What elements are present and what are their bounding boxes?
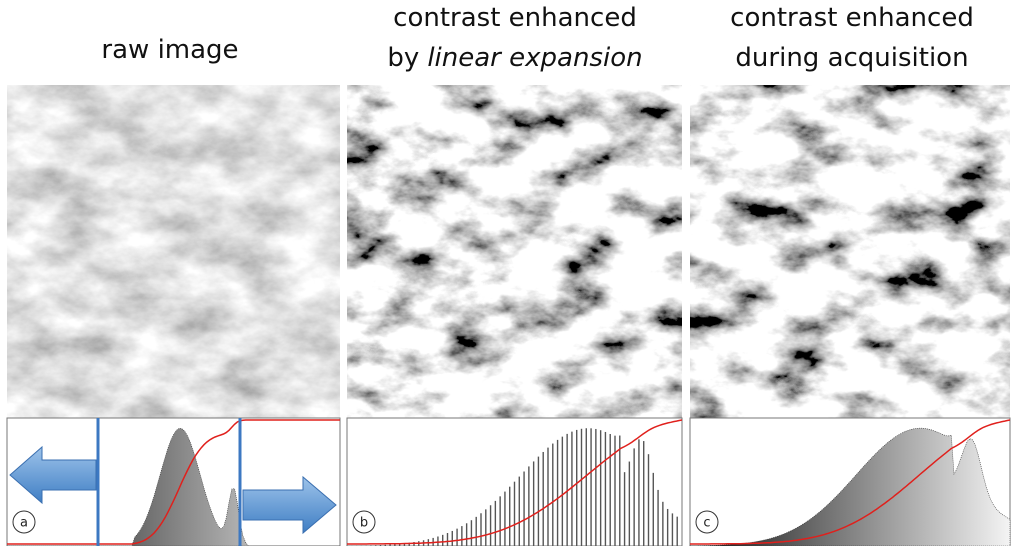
micrograph: [7, 85, 340, 418]
page: raw image contrast enhanced by linear exp…: [0, 0, 1013, 546]
title-emphasis: linear expansion: [427, 43, 642, 73]
figure: raw image contrast enhanced by linear exp…: [0, 0, 1013, 546]
panel: c: [690, 85, 1010, 546]
panel: b: [347, 85, 682, 546]
panel-title: contrast enhanced: [393, 3, 637, 33]
panel: a: [7, 85, 340, 546]
panel-label: b: [360, 516, 368, 531]
panel-title: contrast enhanced: [730, 3, 974, 33]
panel-label: a: [20, 516, 28, 531]
panel-title: during acquisition: [735, 43, 968, 73]
panel-label: c: [703, 516, 710, 531]
panels: a b c: [7, 85, 1010, 546]
panel-title: by linear expansion: [387, 43, 642, 73]
panel-title: raw image: [101, 35, 238, 65]
micrograph: [690, 85, 1010, 418]
title-part: by: [387, 43, 419, 73]
micrograph: [347, 85, 682, 418]
